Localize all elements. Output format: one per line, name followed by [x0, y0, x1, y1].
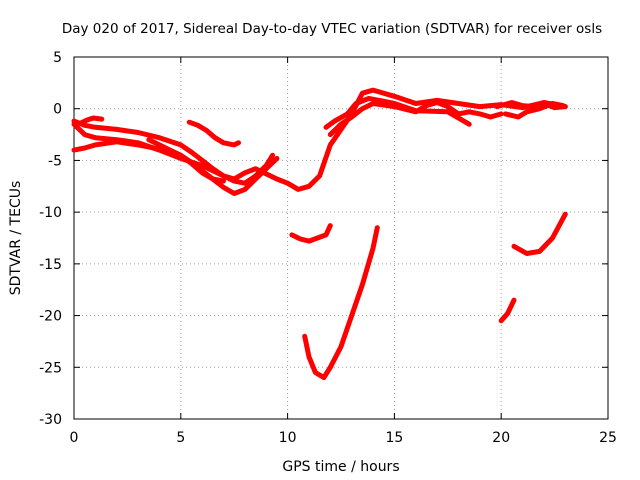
series-track-12 [302, 225, 380, 381]
chart-title: Day 020 of 2017, Sidereal Day-to-day VTE… [62, 21, 602, 37]
ticks [73, 56, 609, 420]
x-tick-label: 15 [385, 430, 403, 446]
y-axis-title: SDTVAR / TECUs [8, 181, 24, 296]
plot-frame [73, 56, 609, 420]
series-track-9 [494, 100, 568, 111]
series-track-14 [511, 211, 568, 256]
tick-labels: 0 5 10 15 20 25 5 0 -5 -10 -15 -20 -25 -30 [39, 50, 617, 446]
series-track-4 [77, 115, 105, 126]
x-tick-label: 20 [492, 430, 510, 446]
y-tick-label: -15 [39, 257, 62, 273]
series-track-10 [503, 101, 566, 120]
x-tick-label: 10 [279, 430, 297, 446]
series-track-2 [71, 139, 280, 196]
y-tick-label: -5 [48, 153, 62, 169]
x-tick-label: 5 [176, 430, 185, 446]
series-track-7 [327, 100, 504, 138]
x-tick-label: 25 [599, 430, 617, 446]
series-track-11 [289, 223, 333, 244]
series-track-3 [71, 118, 276, 186]
series [71, 87, 568, 381]
series-track-13 [498, 297, 517, 324]
y-tick-label: -20 [39, 309, 62, 325]
y-tick-label: -30 [39, 412, 62, 428]
series-track-6 [186, 119, 241, 148]
x-tick-label: 0 [70, 430, 79, 446]
y-tick-label: 5 [53, 50, 62, 66]
y-tick-label: 0 [53, 102, 62, 118]
x-axis-title: GPS time / hours [282, 459, 399, 475]
y-tick-label: -10 [39, 205, 62, 221]
series-track-8 [323, 95, 472, 130]
y-tick-label: -25 [39, 360, 62, 376]
series-track-5 [146, 137, 226, 184]
